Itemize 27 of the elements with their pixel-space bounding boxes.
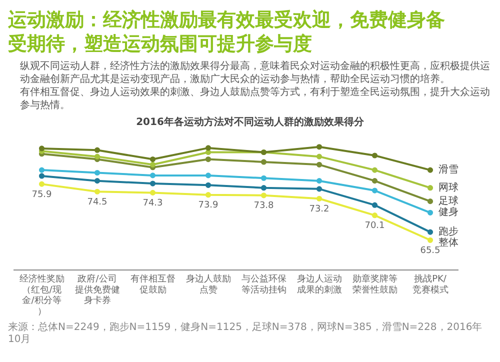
data-label: 73.9: [198, 200, 219, 211]
x-tick-label: 身边人鼓励点赞: [186, 274, 231, 296]
series-label: 跑步: [438, 226, 458, 238]
series-label: 健身: [438, 206, 458, 218]
text: 纵观不同运动人群，经济性方法的激励效果得分最高，意味着民众对运动金融的积极性更高，应积极提供运动金融创新产品尤其是运动变现产品，激励广大民众的运动参与热情，帮助全民运动习惯的培养。: [20, 60, 491, 86]
data-label: 75.9: [32, 190, 52, 200]
data-label: 65.5: [420, 246, 440, 256]
x-tick-label: 经济性奖励（红包/现金/积分等）: [19, 274, 64, 317]
series-label: 足球: [438, 194, 458, 207]
chart-title: 运动激励：经济性激励最有效最受欢迎，免费健身备受期待，塑造运动氛围可提升参与度: [8, 8, 446, 56]
data-label: 74.3: [142, 198, 163, 209]
x-tick-label: 有伴相互督促鼓励: [130, 274, 176, 296]
x-tick-label: 挑战PK/竞赛模式: [412, 274, 448, 296]
data-label: 70.1: [364, 221, 385, 232]
x-tick-label: 政府/公司提供免费健身卡券: [74, 274, 120, 306]
x-tick-label: 身边人运动成果的刺激: [296, 274, 342, 296]
data-label: 73.2: [309, 204, 330, 214]
x-tick-label: 勋章奖牌等荣誉性鼓励: [352, 274, 398, 296]
series-label: 网球: [438, 181, 458, 194]
x-tick-label: 与公益环保等活动挂钩: [241, 274, 286, 296]
series-label: 滑雪: [438, 164, 458, 176]
chart-subtitle: 2016年各运动方法对不同运动人群的激励效果得分: [135, 115, 365, 129]
series-label: 整体: [438, 236, 458, 249]
source-note: 来源：总体N=2249，跑步N=1159，健身N=1125，足球N=378，网球N=385，滑雪N=228，2016年10月: [8, 322, 484, 346]
data-label: 73.8: [254, 201, 274, 212]
data-label: 74.5: [87, 197, 108, 208]
text: 有伴相互督促、身边人运动效果的刺激、身边人鼓励点赞等方式，有利于塑造全民运动氛围，提升大众运动参与热情。: [20, 86, 491, 112]
